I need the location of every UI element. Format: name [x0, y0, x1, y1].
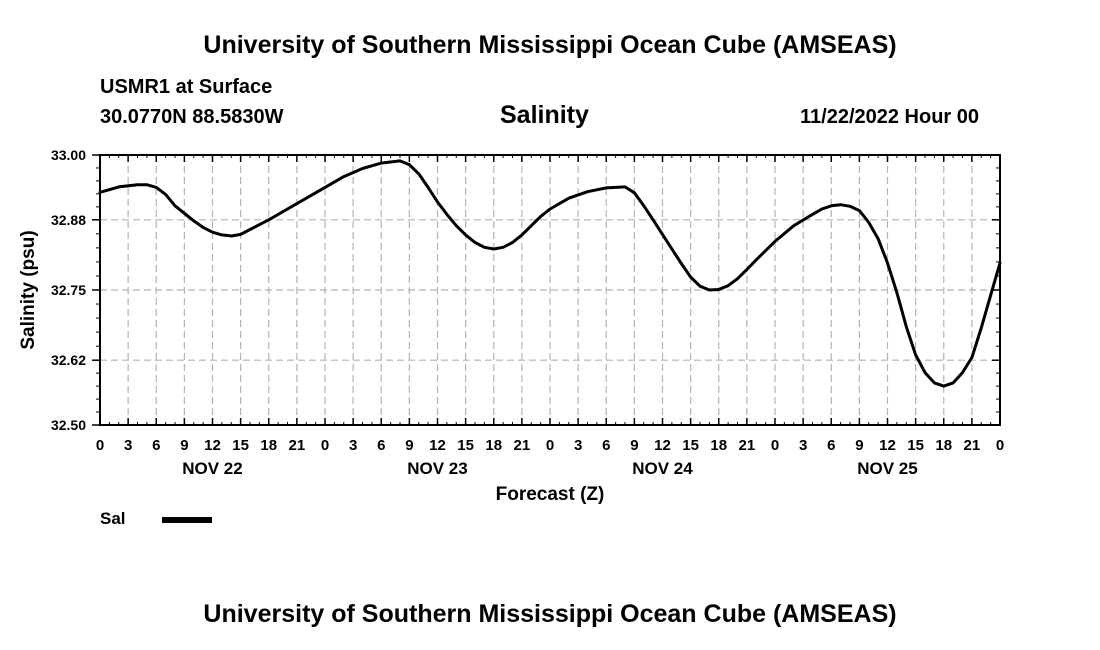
x-tick-label: 12 [879, 437, 896, 454]
grid [100, 155, 1000, 425]
plot-frame [99, 154, 1001, 426]
legend-label: Sal [100, 509, 126, 528]
x-tick-label: 0 [321, 437, 329, 454]
day-label: NOV 24 [632, 459, 693, 478]
x-tick-label: 18 [485, 437, 502, 454]
x-tick-label: 6 [377, 437, 385, 454]
x-tick-label: 9 [630, 437, 638, 454]
day-label: NOV 22 [182, 459, 242, 478]
x-tick-label: 6 [827, 437, 835, 454]
x-tick-label: 18 [260, 437, 277, 454]
station-coordinates: 30.0770N 88.5830W [100, 106, 284, 128]
x-tick-label: 0 [96, 437, 104, 454]
x-tick-label: 15 [907, 437, 924, 454]
x-tick-label: 0 [546, 437, 554, 454]
x-tick-label: 6 [152, 437, 160, 454]
x-tick-label: 21 [739, 437, 756, 454]
chart-title-bottom: University of Southern Mississippi Ocean… [203, 600, 897, 628]
x-tick-label: 0 [771, 437, 779, 454]
plot-title: Salinity [500, 101, 589, 129]
data-series [98, 159, 1002, 388]
y-axis-label: Salinity (psu) [18, 230, 39, 349]
x-tick-label: 9 [405, 437, 413, 454]
y-tick-label: 33.00 [51, 147, 86, 163]
x-tick-label: 15 [682, 437, 699, 454]
x-tick-label: 12 [654, 437, 671, 454]
y-tick-label: 32.75 [51, 282, 86, 298]
x-tick-label: 15 [232, 437, 249, 454]
x-tick-label: 18 [710, 437, 727, 454]
station-label: USMR1 at Surface [100, 76, 273, 98]
x-tick-label: 6 [602, 437, 610, 454]
x-tick-label: 0 [996, 437, 1004, 454]
y-tick-label: 32.50 [51, 417, 86, 433]
x-tick-label: 3 [799, 437, 807, 454]
x-tick-label: 18 [935, 437, 952, 454]
forecast-datetime: 11/22/2022 Hour 00 [800, 106, 980, 128]
y-tick-label: 32.62 [51, 352, 86, 368]
x-tick-label: 3 [349, 437, 357, 454]
chart-title-top: University of Southern Mississippi Ocean… [203, 31, 897, 59]
x-tick-label: 12 [429, 437, 446, 454]
x-tick-label: 12 [204, 437, 221, 454]
x-tick-label: 3 [574, 437, 582, 454]
x-axis-label: Forecast (Z) [496, 484, 605, 505]
x-tick-label: 21 [964, 437, 981, 454]
legend-line-swatch [162, 517, 212, 523]
day-label: NOV 23 [407, 459, 467, 478]
x-tick-label: 21 [289, 437, 306, 454]
x-tick-label: 3 [124, 437, 132, 454]
y-tick-label: 32.88 [51, 212, 86, 228]
x-tick-label: 9 [855, 437, 863, 454]
tick-labels: 0 3 6 9 12 15 18 21 0 3 6 9 12 15 18 21 0 3 6 9 12 15 18 21 0 3 6 9… [51, 147, 1004, 478]
series-line-sal [98, 159, 1002, 388]
x-tick-label: 9 [180, 437, 188, 454]
x-tick-label: 15 [457, 437, 474, 454]
day-label: NOV 25 [857, 459, 917, 478]
x-tick-label: 21 [514, 437, 531, 454]
